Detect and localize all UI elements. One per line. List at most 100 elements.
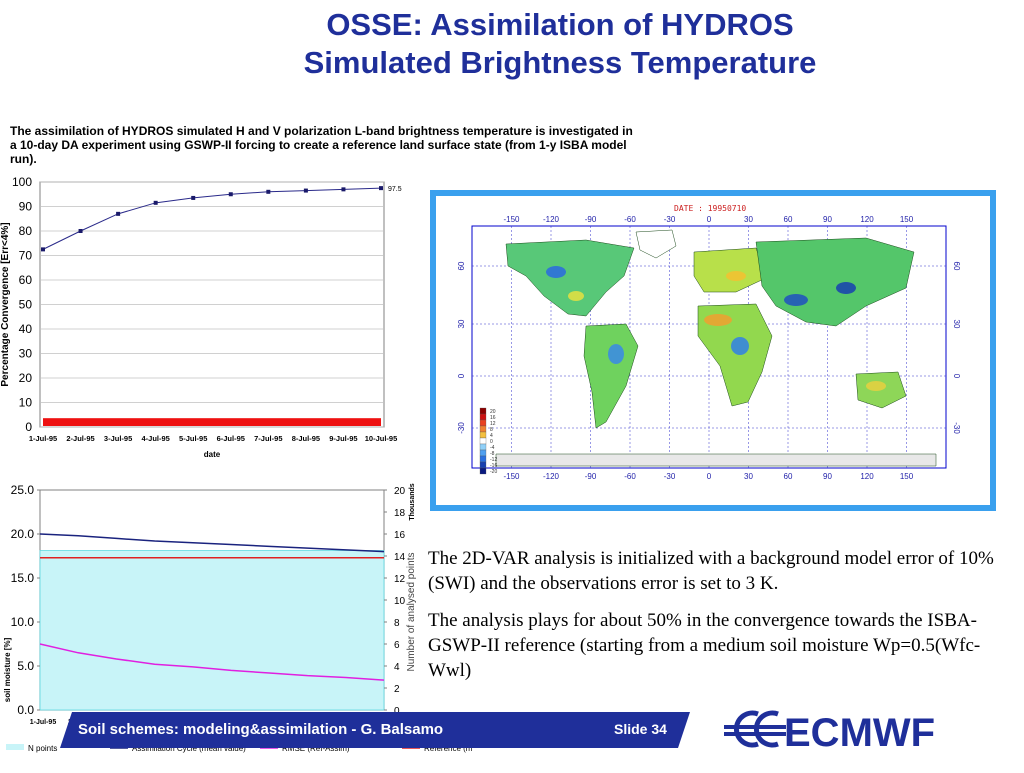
- map-land-greenland: [635, 229, 677, 259]
- map-anomaly-patch: [704, 314, 732, 326]
- map-lat-label: 0: [952, 374, 961, 379]
- slide-number: Slide 34: [614, 721, 667, 737]
- y-tick-label: 40: [19, 322, 33, 336]
- map-lon-label: -150: [503, 215, 520, 224]
- map-legend-swatch: [479, 437, 487, 445]
- y2-tick-label: 4: [394, 662, 400, 673]
- data-point: [303, 188, 308, 193]
- convergence-line: [42, 187, 382, 250]
- y2-axis-label: Number of analysed points: [406, 553, 417, 672]
- data-point: [191, 195, 196, 200]
- map-land-antarctica: [495, 453, 937, 467]
- x-tick-label: 1-Jul-95: [29, 434, 57, 443]
- y-tick-label: 10.0: [11, 615, 35, 629]
- map-lon-label: 90: [823, 472, 832, 481]
- map-legend-label: 8: [490, 427, 493, 433]
- map-lon-label: -30: [664, 215, 676, 224]
- x-tick-label: 5-Jul-95: [179, 434, 207, 443]
- map-lat-label: 60: [952, 262, 961, 271]
- map-lat-label: 0: [457, 373, 466, 378]
- legend-label: RMSE (Ref-Assim): [282, 744, 350, 753]
- map-anomaly-patch: [726, 271, 746, 281]
- map-lon-label: 0: [707, 472, 712, 481]
- map-anomaly-patch: [784, 294, 808, 306]
- y-tick-label: 60: [19, 273, 33, 287]
- map-legend-swatch: [479, 443, 487, 451]
- x-tick-label: 2-Jul-95: [66, 434, 94, 443]
- y-tick-label: 0: [25, 420, 32, 434]
- map-land-south-america: [583, 323, 639, 429]
- title-line-2: Simulated Brightness Temperature: [303, 45, 817, 80]
- map-anomaly-patch: [866, 381, 886, 391]
- y-tick-label: 20.0: [11, 527, 35, 541]
- y2-tick-label: 18: [394, 508, 406, 519]
- y2-tick-label: 2: [394, 684, 400, 695]
- footer-title: Soil schemes: modeling&assimilation - G.…: [78, 721, 444, 738]
- map-legend-swatch: [479, 431, 487, 439]
- map-lat-label: 60: [457, 261, 466, 270]
- y-tick-label: 15.0: [11, 571, 35, 585]
- map-lat-label: 30: [457, 319, 466, 328]
- title-line-1: OSSE: Assimilation of HYDROS: [326, 7, 794, 42]
- map-legend-label: -12: [490, 457, 497, 463]
- map-lon-label: 90: [823, 215, 832, 224]
- map-legend-label: -20: [490, 469, 497, 475]
- x-tick-label: 10-Jul-95: [365, 434, 398, 443]
- y-tick-label: 90: [19, 200, 33, 214]
- body-text: The 2D-VAR analysis is initialized with …: [428, 546, 1003, 695]
- y2-tick-label: 6: [394, 640, 400, 651]
- y-tick-label: 0.0: [17, 703, 34, 717]
- y2-tick-label: 16: [394, 530, 406, 541]
- y-tick-label: 25.0: [11, 483, 35, 497]
- ecmwf-logo-mark: ECMWF: [724, 710, 935, 755]
- y-tick-label: 50: [19, 298, 33, 312]
- map-land-europe: [693, 247, 767, 293]
- map-lat-label: -30: [952, 422, 961, 434]
- legend-swatch: [6, 744, 24, 750]
- slide-title: OSSE: Assimilation of HYDROS Simulated B…: [48, 6, 1024, 82]
- map-legend-label: 4: [490, 433, 493, 439]
- y-tick-label: 80: [19, 224, 33, 238]
- map-lon-label: -60: [624, 472, 636, 481]
- data-point: [341, 187, 346, 192]
- x-tick-label: 4-Jul-95: [141, 434, 169, 443]
- map-legend-label: -16: [490, 463, 497, 469]
- map-anomaly-patch: [608, 344, 624, 364]
- map-legend-label: 16: [490, 415, 496, 421]
- y-tick-label: 20: [19, 371, 33, 385]
- y2-tick-label: 8: [394, 618, 400, 629]
- map-legend-label: 20: [490, 409, 496, 415]
- ecmwf-logo-text: ECMWF: [784, 711, 935, 752]
- map-anomaly-patch: [546, 266, 566, 278]
- legend-label: N points: [28, 744, 57, 753]
- data-point: [116, 211, 121, 216]
- map-lon-label: -150: [503, 472, 520, 481]
- map-lon-label: 120: [860, 472, 874, 481]
- map-lon-label: -60: [624, 215, 636, 224]
- map-lon-label: -120: [543, 472, 560, 481]
- map-anomaly-patch: [731, 337, 749, 355]
- map-land-north-america: [505, 239, 635, 317]
- intro-text: The assimilation of HYDROS simulated H a…: [10, 124, 633, 166]
- map-lon-label: 30: [744, 472, 753, 481]
- data-label-last: 97.5: [388, 186, 402, 193]
- map-lon-label: 60: [784, 472, 793, 481]
- y-tick-label: 100: [12, 175, 32, 189]
- x-axis-label: date: [204, 450, 221, 459]
- x-tick-label: 6-Jul-95: [217, 434, 245, 443]
- x-tick-label: 9-Jul-95: [329, 434, 357, 443]
- map-lat-label: -30: [457, 422, 466, 434]
- y2-tick-label: 14: [394, 552, 406, 563]
- y-tick-label: 5.0: [17, 659, 34, 673]
- y2-tick-label: 10: [394, 596, 406, 607]
- y2-tick-label: 0: [394, 706, 400, 717]
- map-lon-label: -90: [585, 472, 597, 481]
- y2-tick-label: 12: [394, 574, 406, 585]
- paragraph-2: The analysis plays for about 50% in the …: [428, 610, 981, 681]
- map-legend-swatch: [479, 425, 487, 433]
- n-points-area: [39, 550, 385, 711]
- map-legend-label: -4: [490, 445, 495, 451]
- y-tick-label: 10: [19, 396, 33, 410]
- series-line: [39, 643, 385, 681]
- map-legend-swatch: [479, 419, 487, 427]
